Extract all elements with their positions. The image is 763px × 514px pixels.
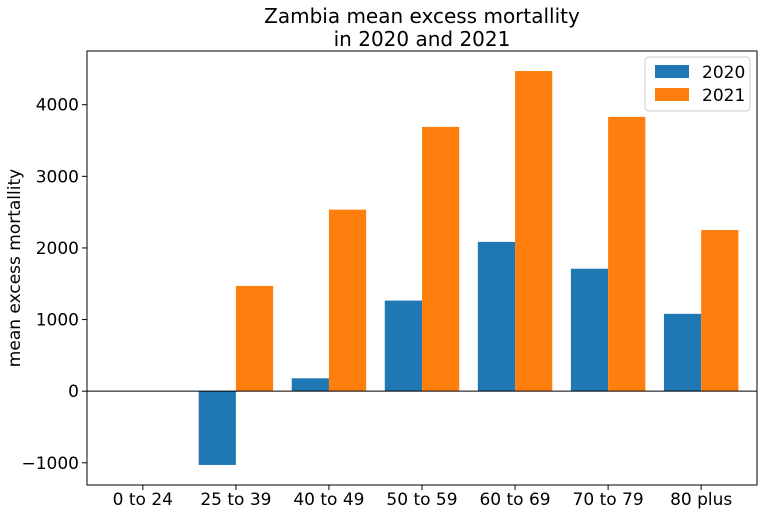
bar-2020-7 bbox=[663, 313, 702, 392]
x-tick-label: 0 to 24 bbox=[113, 490, 173, 510]
chart-title-line-1: Zambia mean excess mortallity bbox=[264, 4, 580, 28]
legend: 2020 2021 bbox=[644, 56, 751, 112]
bar-2020-6 bbox=[570, 268, 609, 392]
x-tick-label: 60 to 69 bbox=[479, 490, 550, 510]
x-tick-label: 25 to 39 bbox=[200, 490, 271, 510]
bar-2020-3 bbox=[291, 378, 329, 392]
bars-group bbox=[198, 71, 739, 465]
legend-label-2020: 2020 bbox=[702, 63, 745, 83]
chart-title-line-2: in 2020 and 2021 bbox=[334, 27, 511, 51]
x-tick-label: 80 plus bbox=[670, 490, 732, 510]
y-tick-label: 4000 bbox=[36, 96, 79, 116]
y-tick-label: 3000 bbox=[36, 167, 79, 187]
y-axis-label: mean excess mortallity bbox=[5, 169, 25, 367]
x-tick-label: 70 to 79 bbox=[573, 490, 644, 510]
legend-swatch-2020 bbox=[655, 65, 689, 78]
x-tick-label: 40 to 49 bbox=[293, 490, 364, 510]
legend-label-2021: 2021 bbox=[702, 86, 745, 106]
bar-2020-4 bbox=[384, 300, 422, 392]
bar-2020-5 bbox=[477, 241, 516, 392]
y-tick-label: 0 bbox=[68, 382, 79, 402]
bar-2021-6 bbox=[608, 116, 646, 392]
bar-2020-2 bbox=[198, 391, 236, 465]
x-axis-ticks: 0 to 24 25 to 39 40 to 49 50 to 59 60 to 69 7… bbox=[113, 485, 732, 510]
bar-2021-4 bbox=[422, 126, 460, 392]
bar-2021-5 bbox=[515, 71, 553, 392]
bar-2021-3 bbox=[328, 209, 367, 392]
y-axis-ticks: −1000 0 1000 2000 3000 4000 bbox=[21, 96, 87, 474]
y-tick-label: 2000 bbox=[36, 239, 79, 259]
plot-frame bbox=[86, 50, 758, 486]
y-tick-label: 1000 bbox=[36, 311, 79, 331]
legend-swatch-2021 bbox=[655, 88, 689, 101]
y-tick-label: −1000 bbox=[21, 454, 79, 474]
x-tick-label: 50 to 59 bbox=[386, 490, 457, 510]
bar-2021-2 bbox=[235, 285, 274, 392]
bar-2021-7 bbox=[701, 230, 739, 392]
